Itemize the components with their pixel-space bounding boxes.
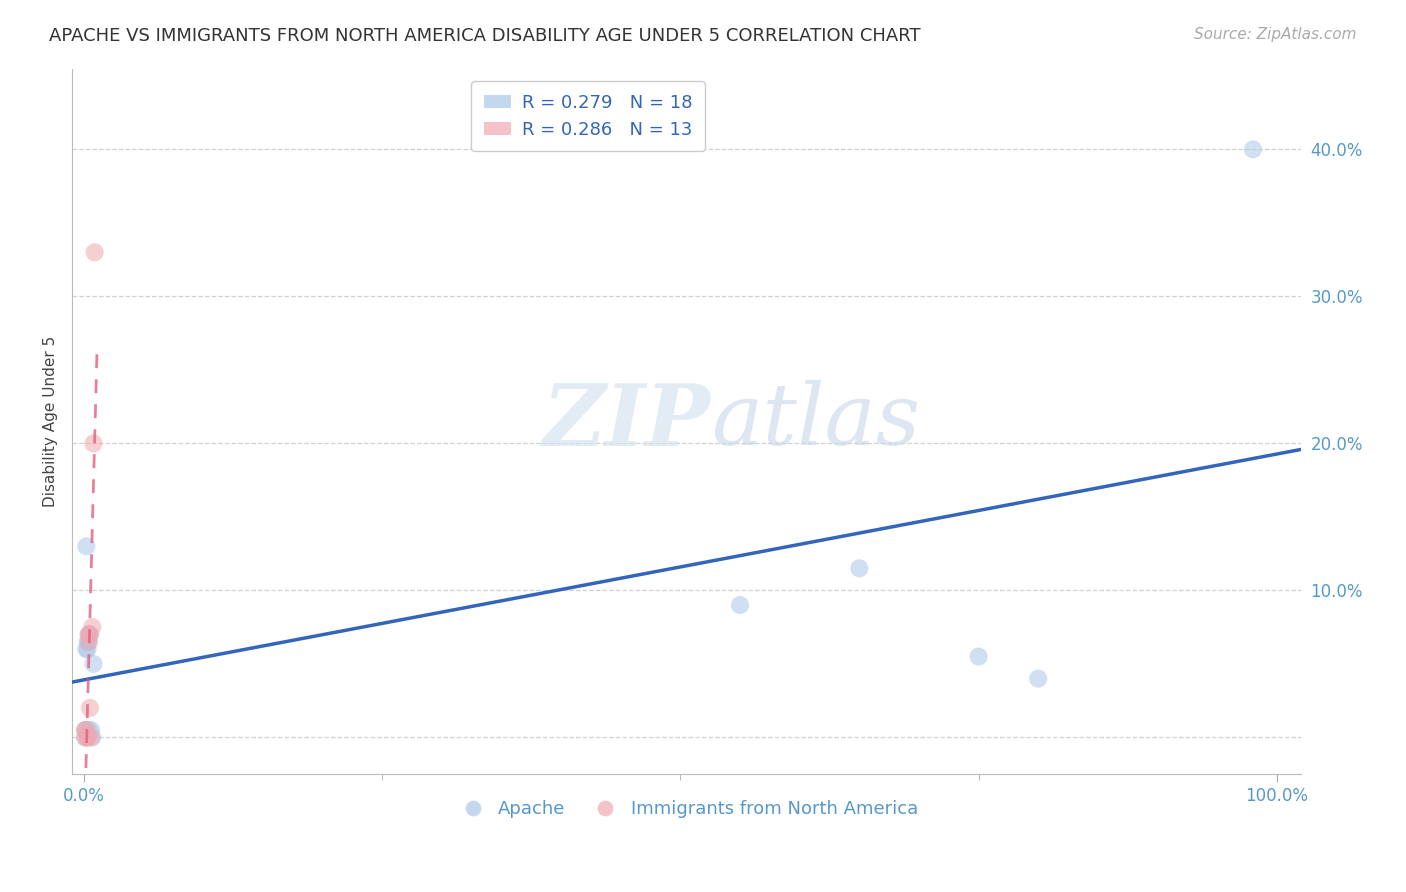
Point — [77, 627, 100, 641]
Point — [75, 723, 97, 737]
Text: atlas: atlas — [711, 380, 920, 463]
Text: APACHE VS IMMIGRANTS FROM NORTH AMERICA DISABILITY AGE UNDER 5 CORRELATION CHART: APACHE VS IMMIGRANTS FROM NORTH AMERICA … — [49, 27, 921, 45]
Point — [77, 627, 100, 641]
Point — [80, 723, 103, 737]
Point — [75, 539, 97, 553]
Point — [76, 731, 98, 745]
Point — [77, 635, 100, 649]
Legend: Apache, Immigrants from North America: Apache, Immigrants from North America — [447, 793, 925, 825]
Point — [728, 598, 751, 612]
Point — [79, 627, 101, 641]
Point — [82, 620, 104, 634]
Point — [75, 723, 97, 737]
Point — [80, 731, 103, 745]
Point — [1241, 142, 1264, 156]
Point — [76, 642, 98, 657]
Point — [76, 731, 98, 745]
Y-axis label: Disability Age Under 5: Disability Age Under 5 — [44, 335, 58, 507]
Point — [75, 731, 97, 745]
Point — [77, 723, 100, 737]
Point — [75, 723, 97, 737]
Text: Source: ZipAtlas.com: Source: ZipAtlas.com — [1194, 27, 1357, 42]
Point — [82, 657, 104, 671]
Point — [75, 731, 97, 745]
Point — [82, 436, 104, 450]
Point — [79, 627, 101, 641]
Point — [75, 642, 97, 657]
Point — [82, 731, 104, 745]
Point — [79, 701, 101, 715]
Point — [848, 561, 870, 575]
Point — [1026, 672, 1049, 686]
Point — [967, 649, 990, 664]
Point — [83, 245, 105, 260]
Point — [76, 635, 98, 649]
Text: ZIP: ZIP — [543, 380, 711, 463]
Point — [77, 635, 100, 649]
